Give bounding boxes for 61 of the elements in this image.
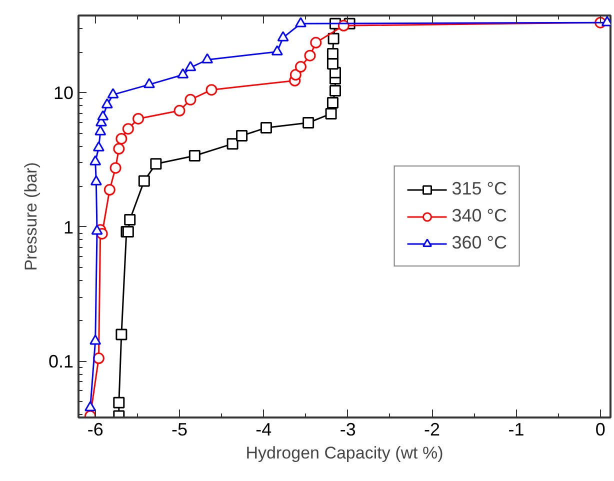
point xyxy=(92,352,104,364)
x-tick-label: -6 xyxy=(87,420,104,440)
point xyxy=(124,214,136,226)
point xyxy=(116,328,128,340)
x-tick-label: -2 xyxy=(424,420,440,440)
point xyxy=(325,108,337,120)
point xyxy=(113,396,125,408)
point xyxy=(206,84,218,96)
point xyxy=(101,98,113,108)
legend-label: 315 °C xyxy=(452,178,507,200)
point xyxy=(104,184,116,196)
point xyxy=(271,45,283,56)
point xyxy=(277,31,289,42)
point xyxy=(110,162,122,174)
point xyxy=(177,68,189,78)
point xyxy=(132,112,144,124)
x-tick-label: -1 xyxy=(508,420,524,440)
point xyxy=(202,53,214,64)
point xyxy=(188,150,200,162)
point xyxy=(90,334,102,345)
point xyxy=(138,175,150,187)
point xyxy=(113,143,125,155)
point xyxy=(302,117,314,129)
point xyxy=(326,48,338,60)
y-tick-label: 1 xyxy=(63,217,74,238)
y-tick-label: 10 xyxy=(53,83,74,104)
point xyxy=(304,50,316,62)
x-tick-label: -3 xyxy=(340,420,356,440)
point xyxy=(90,175,102,186)
x-tick-label: -4 xyxy=(256,420,272,440)
x-tick-label: -5 xyxy=(172,420,188,440)
legend-label: 340 °C xyxy=(452,206,507,226)
point xyxy=(91,224,103,235)
point xyxy=(236,130,248,142)
point xyxy=(184,61,196,72)
point xyxy=(328,32,340,44)
point xyxy=(226,138,238,150)
point xyxy=(326,96,338,108)
point xyxy=(174,104,186,116)
y-axis-title: Pressure (bar) xyxy=(21,162,40,271)
point xyxy=(184,94,196,106)
point xyxy=(310,36,322,48)
x-tick-label: 0 xyxy=(595,420,606,440)
point xyxy=(329,84,341,96)
point xyxy=(84,401,96,412)
point xyxy=(107,88,119,98)
point xyxy=(290,69,302,81)
point xyxy=(150,158,162,170)
x-axis-title: Hydrogen Capacity (wt %) xyxy=(246,444,444,462)
point xyxy=(260,122,272,134)
point xyxy=(143,78,155,88)
point xyxy=(97,110,109,120)
point xyxy=(294,61,306,73)
point xyxy=(90,155,102,166)
point xyxy=(92,141,104,152)
point xyxy=(294,17,306,28)
legend-label: 360 °C xyxy=(452,232,507,254)
point xyxy=(122,123,134,135)
y-tick-label: 0.1 xyxy=(48,352,74,372)
point xyxy=(94,125,106,136)
point xyxy=(116,132,128,144)
